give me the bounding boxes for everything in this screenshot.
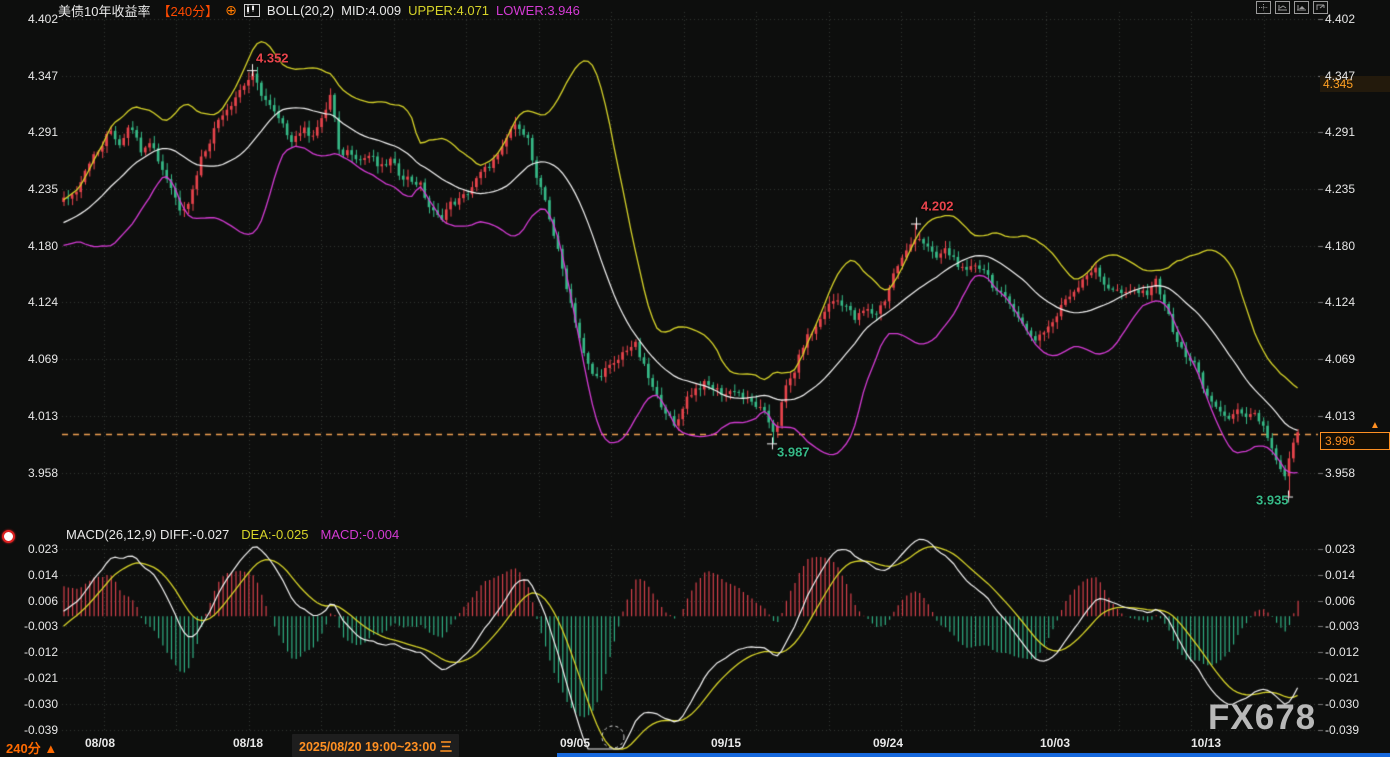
fx678-watermark: FX678: [1208, 698, 1317, 737]
price-axis-label: 3.958: [1325, 466, 1356, 480]
macd-axis-label: 0.023: [1325, 542, 1356, 556]
kline-icon[interactable]: [243, 4, 260, 17]
boll-label: BOLL(20,2): [266, 3, 335, 18]
macd-axis-label: 0.006: [1325, 594, 1356, 608]
price-axis-label: 4.402: [1325, 12, 1356, 26]
macd-axis-label: -0.039: [23, 723, 58, 737]
price-axis-label: 4.013: [1325, 409, 1356, 423]
date-tick-label: 09/15: [710, 736, 742, 750]
macd-axis-label: -0.030: [1325, 697, 1360, 711]
price-axis-label: 4.069: [27, 352, 58, 366]
macd-axis-label: -0.003: [1325, 619, 1360, 633]
price-axis-label: 4.124: [27, 295, 58, 309]
collapse-arrow-icon: ▲: [44, 741, 58, 756]
add-indicator-icon[interactable]: ⊕: [225, 2, 237, 18]
price-extreme-annotation: 3.987: [777, 444, 810, 460]
selected-candle-time-label: 2025/08/20 19:00~23:00 三: [292, 734, 460, 757]
macd-axis-label: 0.014: [27, 568, 58, 582]
instrument-title: 美债10年收益率: [58, 4, 151, 19]
macd-indicator-target-icon[interactable]: [2, 530, 15, 543]
macd-axis-label: -0.003: [23, 619, 58, 633]
price-axis-label: 4.291: [27, 125, 58, 139]
price-axis-label: 4.235: [27, 182, 58, 196]
horizontal-scrollbar[interactable]: [557, 753, 1390, 757]
macd-axis-label: 0.006: [27, 594, 58, 608]
macd-axis-label: -0.012: [1325, 645, 1360, 659]
macd-axis-label: -0.030: [23, 697, 58, 711]
macd-axis-label: -0.039: [1325, 723, 1360, 737]
price-axis-label: 4.069: [1325, 352, 1356, 366]
grid-layout-icon[interactable]: [1256, 1, 1271, 14]
price-axis-label: 4.347: [1325, 69, 1356, 83]
macd-axis-label: 0.023: [27, 542, 58, 556]
price-axis-label: 3.958: [27, 466, 58, 480]
export-window-icon[interactable]: [1313, 1, 1328, 14]
boll-mid-value: MID:4.009: [341, 3, 402, 18]
macd-bar-value: MACD:-0.004: [320, 527, 400, 542]
current-price-label: 3.996: [1320, 432, 1390, 450]
macd-axis-label: -0.021: [1325, 671, 1360, 685]
price-extreme-annotation: 3.935: [1256, 492, 1289, 508]
session-reference-price-label: 4.345: [1320, 76, 1390, 92]
timeframe-button[interactable]: 240分 ▲: [6, 741, 58, 756]
macd-dea-value: DEA:-0.025: [241, 527, 309, 542]
price-axis-label: 4.402: [27, 12, 58, 26]
date-tick-label: 10/03: [1039, 736, 1071, 750]
price-axis-label: 4.013: [27, 409, 58, 423]
date-tick-label: 08/18: [232, 736, 264, 750]
price-axis-label: 4.180: [1325, 239, 1356, 253]
price-extreme-annotation: 4.352: [256, 50, 289, 66]
price-extreme-annotation: 4.202: [921, 198, 954, 214]
price-up-arrow-icon: ▲: [1370, 420, 1380, 431]
line-chart-icon[interactable]: [1275, 1, 1290, 14]
date-tick-label: 10/13: [1190, 736, 1222, 750]
macd-header: MACD(26,12,9) DIFF:-0.027 DEA:-0.025 MAC…: [66, 527, 399, 542]
price-axis-label: 4.124: [1325, 295, 1356, 309]
date-tick-label: 09/24: [872, 736, 904, 750]
price-axis-label: 4.180: [27, 239, 58, 253]
boll-upper-value: UPPER:4.071: [408, 3, 490, 18]
chart-header: 美债10年收益率 【240分】 ⊕ BOLL(20,2) MID:4.009 U…: [58, 1, 580, 20]
macd-axis-label: -0.021: [23, 671, 58, 685]
price-axis-label: 4.347: [27, 69, 58, 83]
macd-axis-label: -0.012: [23, 645, 58, 659]
macd-axis-label: 0.014: [1325, 568, 1356, 582]
date-tick-label: 09/05: [559, 736, 591, 750]
timeframe-label[interactable]: 【240分】: [157, 4, 219, 19]
price-axis-label: 4.235: [1325, 182, 1356, 196]
price-axis-label: 4.291: [1325, 125, 1356, 139]
date-tick-label: 08/08: [84, 736, 116, 750]
macd-params-and-diff: MACD(26,12,9) DIFF:-0.027: [66, 527, 230, 542]
area-chart-icon[interactable]: [1294, 1, 1309, 14]
boll-lower-value: LOWER:3.946: [496, 3, 580, 18]
chart-toolbar: [1256, 1, 1328, 14]
